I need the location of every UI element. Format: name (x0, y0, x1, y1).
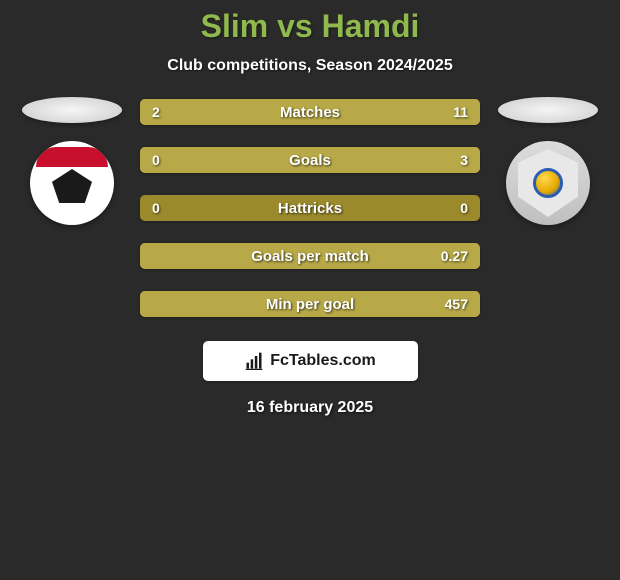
stat-row-min-per-goal: Min per goal457 (140, 291, 480, 317)
right-player-column (498, 97, 598, 225)
stat-row-hattricks: 0Hattricks0 (140, 195, 480, 221)
comparison-card: Slim vs Hamdi Club competitions, Season … (0, 0, 620, 417)
player-photo-placeholder-left (22, 97, 122, 123)
ismaily-crest (506, 141, 590, 225)
stats-area: 2Matches110Goals30Hattricks0Goals per ma… (0, 97, 620, 317)
stat-row-matches: 2Matches11 (140, 99, 480, 125)
player-photo-placeholder-right (498, 97, 598, 123)
page-title: Slim vs Hamdi (201, 8, 420, 45)
stat-bars: 2Matches110Goals30Hattricks0Goals per ma… (140, 97, 480, 317)
stat-row-goals-per-match: Goals per match0.27 (140, 243, 480, 269)
stat-row-goals: 0Goals3 (140, 147, 480, 173)
stat-label: Min per goal (140, 296, 480, 313)
date-label: 16 february 2025 (247, 399, 373, 417)
stat-value-right: 11 (453, 104, 468, 120)
shield-icon (518, 149, 578, 217)
branding-badge[interactable]: FcTables.com (203, 341, 418, 381)
left-player-column (22, 97, 122, 225)
stat-value-right: 3 (460, 152, 468, 168)
stat-label: Hattricks (140, 200, 480, 217)
branding-text: FcTables.com (270, 352, 376, 370)
subtitle: Club competitions, Season 2024/2025 (167, 57, 452, 75)
stat-value-right: 457 (445, 296, 468, 312)
stat-label: Goals per match (140, 248, 480, 265)
stat-value-right: 0.27 (441, 248, 468, 264)
stat-label: Matches (140, 104, 480, 121)
bar-chart-icon (244, 351, 264, 371)
stat-value-right: 0 (460, 200, 468, 216)
al-ahly-crest (30, 141, 114, 225)
ball-icon (533, 168, 563, 198)
stat-label: Goals (140, 152, 480, 169)
